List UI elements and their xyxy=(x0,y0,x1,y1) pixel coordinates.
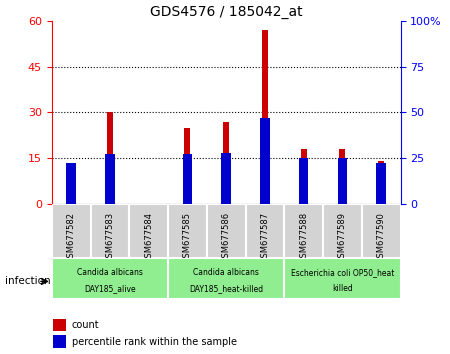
Bar xyxy=(105,154,115,204)
Bar xyxy=(183,154,192,204)
Bar xyxy=(323,204,362,258)
Bar xyxy=(68,185,74,204)
Text: killed: killed xyxy=(332,285,353,293)
Text: percentile rank within the sample: percentile rank within the sample xyxy=(72,337,237,347)
Text: count: count xyxy=(72,320,99,330)
Bar xyxy=(107,113,113,204)
Title: GDS4576 / 185042_at: GDS4576 / 185042_at xyxy=(150,5,302,19)
Bar xyxy=(223,121,229,204)
Text: GSM677589: GSM677589 xyxy=(338,212,347,263)
Text: DAY185_alive: DAY185_alive xyxy=(84,285,136,293)
Text: GSM677586: GSM677586 xyxy=(221,212,230,263)
Text: infection: infection xyxy=(4,276,50,286)
Text: DAY185_heat-killed: DAY185_heat-killed xyxy=(189,285,263,293)
Bar xyxy=(53,319,66,331)
Bar xyxy=(184,127,190,204)
Text: GSM677585: GSM677585 xyxy=(183,212,192,263)
Bar xyxy=(339,149,345,204)
Bar xyxy=(246,204,284,258)
Bar xyxy=(52,258,168,299)
Bar xyxy=(284,204,323,258)
Text: GSM677587: GSM677587 xyxy=(261,212,270,263)
Text: Escherichia coli OP50_heat: Escherichia coli OP50_heat xyxy=(291,268,394,277)
Text: Candida albicans: Candida albicans xyxy=(77,268,143,277)
Bar xyxy=(53,335,66,348)
Bar xyxy=(168,258,284,299)
Text: GSM677588: GSM677588 xyxy=(299,212,308,263)
Bar xyxy=(221,153,231,204)
Bar xyxy=(262,30,268,204)
Bar xyxy=(207,204,246,258)
Bar xyxy=(129,204,168,258)
Bar xyxy=(376,164,386,204)
Bar xyxy=(362,204,400,258)
Text: GSM677584: GSM677584 xyxy=(144,212,153,263)
Bar xyxy=(338,158,347,204)
Bar xyxy=(66,164,76,204)
Text: GSM677590: GSM677590 xyxy=(377,212,386,263)
Bar xyxy=(52,204,90,258)
Bar xyxy=(378,161,384,204)
Bar xyxy=(90,204,129,258)
Text: Candida albicans: Candida albicans xyxy=(193,268,259,277)
Bar xyxy=(301,149,306,204)
Text: GSM677583: GSM677583 xyxy=(105,212,114,263)
Bar xyxy=(284,258,400,299)
Bar xyxy=(168,204,207,258)
Text: GSM677582: GSM677582 xyxy=(67,212,76,263)
Bar xyxy=(299,158,308,204)
Bar xyxy=(260,118,270,204)
